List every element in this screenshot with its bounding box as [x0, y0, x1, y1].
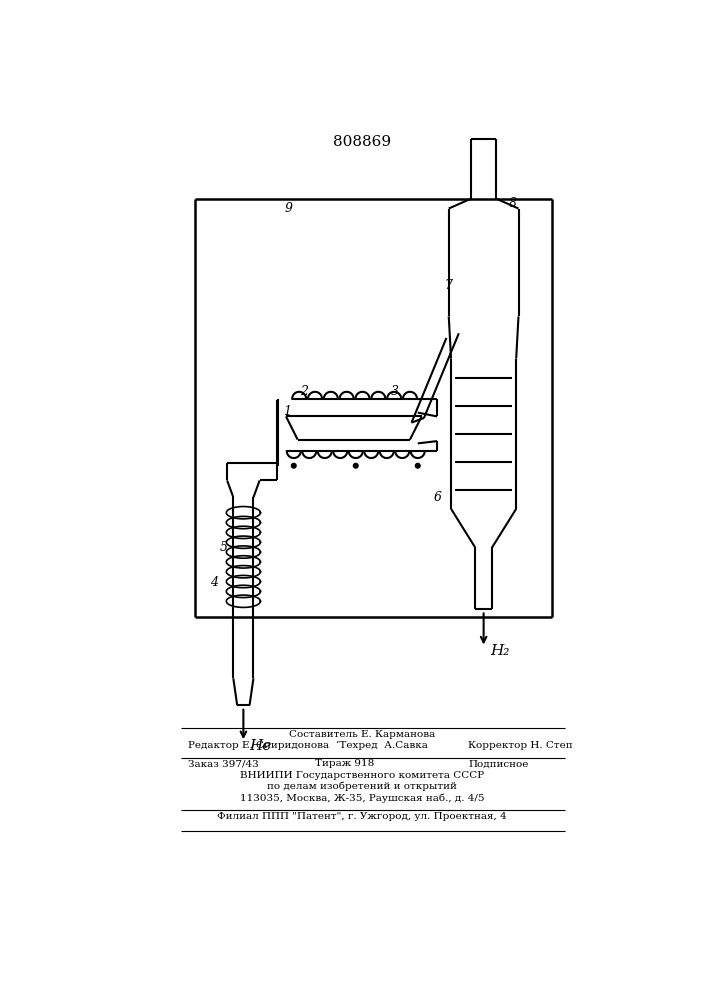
Text: 8: 8	[509, 197, 517, 210]
Text: 808869: 808869	[333, 135, 391, 149]
Text: H₂: H₂	[490, 644, 509, 658]
Text: 5: 5	[220, 541, 228, 554]
Circle shape	[291, 463, 296, 468]
Text: 113035, Москва, Ж-35, Раушская наб., д. 4/5: 113035, Москва, Ж-35, Раушская наб., д. …	[240, 793, 484, 803]
Text: 7: 7	[445, 279, 452, 292]
Circle shape	[416, 463, 420, 468]
Text: Тираж 918: Тираж 918	[315, 759, 374, 768]
Text: Корректор Н. Степ: Корректор Н. Степ	[468, 741, 573, 750]
Text: Подписное: Подписное	[468, 759, 529, 768]
Text: 3: 3	[390, 385, 399, 398]
Text: 1: 1	[284, 405, 291, 418]
Text: 2: 2	[300, 385, 308, 398]
Circle shape	[354, 463, 358, 468]
Text: Не: Не	[249, 739, 271, 753]
Text: ВНИИПИ Государственного комитета СССР: ВНИИПИ Государственного комитета СССР	[240, 771, 484, 780]
Text: по делам изобретений и открытий: по делам изобретений и открытий	[267, 782, 457, 791]
Text: 9: 9	[284, 202, 292, 215]
Text: 4: 4	[210, 576, 218, 588]
Text: 6: 6	[433, 491, 441, 504]
Text: Заказ 397/43: Заказ 397/43	[187, 759, 258, 768]
Text: ’Техред  А.Савка: ’Техред А.Савка	[337, 741, 428, 750]
Text: Филиал ППП "Патент", г. Ужгород, ул. Проектная, 4: Филиал ППП "Патент", г. Ужгород, ул. Про…	[217, 812, 507, 821]
Text: Редактор Е. Спиридонова: Редактор Е. Спиридонова	[187, 741, 329, 750]
Text: Составитель Е. Карманова: Составитель Е. Карманова	[289, 730, 435, 739]
